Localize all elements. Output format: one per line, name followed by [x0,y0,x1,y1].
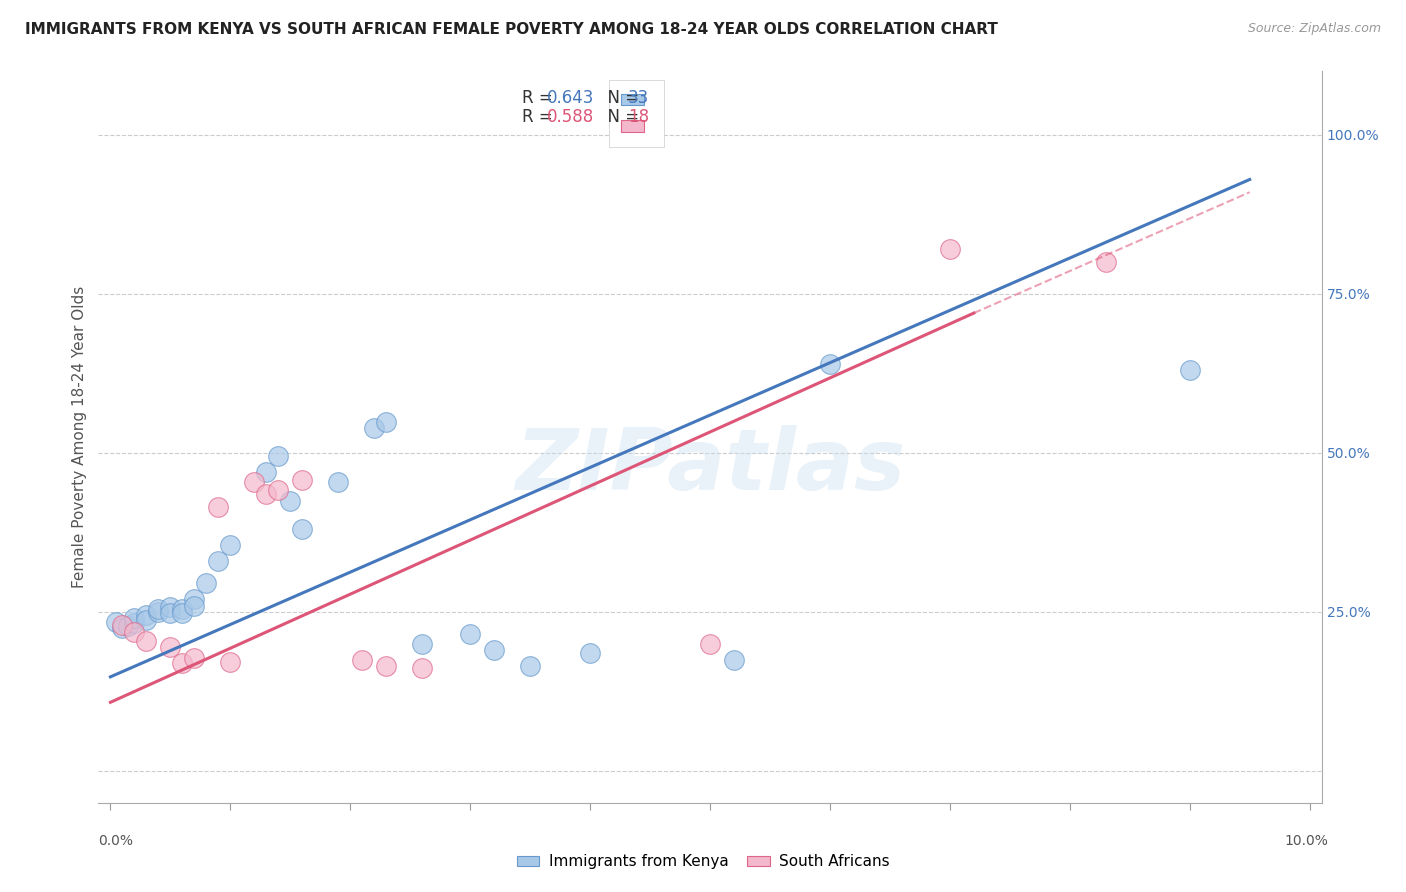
Point [159,640,181,654]
Text: 0.0%: 0.0% [98,834,134,848]
Point [939,243,962,257]
Text: N =: N = [598,88,645,107]
Point [124,616,146,631]
Point [148,605,170,619]
Point [172,607,194,621]
Point [135,633,157,648]
Point [124,625,146,640]
Point [219,655,242,669]
Legend: , : , [609,79,664,147]
Point [243,475,266,489]
Point [135,613,157,627]
Point [159,599,181,614]
Point [183,650,205,665]
Point [699,637,721,651]
Legend: Immigrants from Kenya, South Africans: Immigrants from Kenya, South Africans [510,848,896,875]
Point [172,602,194,616]
Point [254,465,277,479]
Text: 18: 18 [628,108,650,126]
Text: N =: N = [598,108,645,126]
Text: 10.0%: 10.0% [1285,834,1329,848]
Point [579,646,602,660]
Point [723,653,745,667]
Point [105,615,128,629]
Point [278,493,301,508]
Point [111,617,134,632]
Point [291,522,314,536]
Point [183,599,205,613]
Point [352,653,374,667]
Point [207,500,229,514]
Point [172,656,194,670]
Text: 33: 33 [628,88,650,107]
Text: R =: R = [522,108,558,126]
Point [375,416,398,430]
Point [458,627,481,641]
Text: ZIPatlas: ZIPatlas [515,425,905,508]
Point [1094,255,1116,269]
Point [291,473,314,487]
Text: 0.643: 0.643 [547,88,595,107]
Point [267,483,290,497]
Point [195,576,218,591]
Point [111,621,134,635]
Point [183,592,205,607]
Point [135,608,157,623]
Point [159,607,181,621]
Text: 0.588: 0.588 [547,108,595,126]
Point [117,619,139,633]
Point [219,538,242,552]
Point [267,449,290,463]
Text: IMMIGRANTS FROM KENYA VS SOUTH AFRICAN FEMALE POVERTY AMONG 18-24 YEAR OLDS CORR: IMMIGRANTS FROM KENYA VS SOUTH AFRICAN F… [25,22,998,37]
Y-axis label: Female Poverty Among 18-24 Year Olds: Female Poverty Among 18-24 Year Olds [72,286,87,588]
Point [411,661,433,675]
Text: Source: ZipAtlas.com: Source: ZipAtlas.com [1247,22,1381,36]
Point [818,357,841,371]
Point [148,602,170,616]
Point [375,659,398,673]
Point [207,554,229,568]
Text: R =: R = [522,88,558,107]
Point [411,637,433,651]
Point [124,611,146,625]
Point [363,420,385,434]
Point [254,487,277,501]
Point [1178,363,1201,377]
Point [482,643,505,657]
Point [519,659,541,673]
Point [328,475,350,489]
